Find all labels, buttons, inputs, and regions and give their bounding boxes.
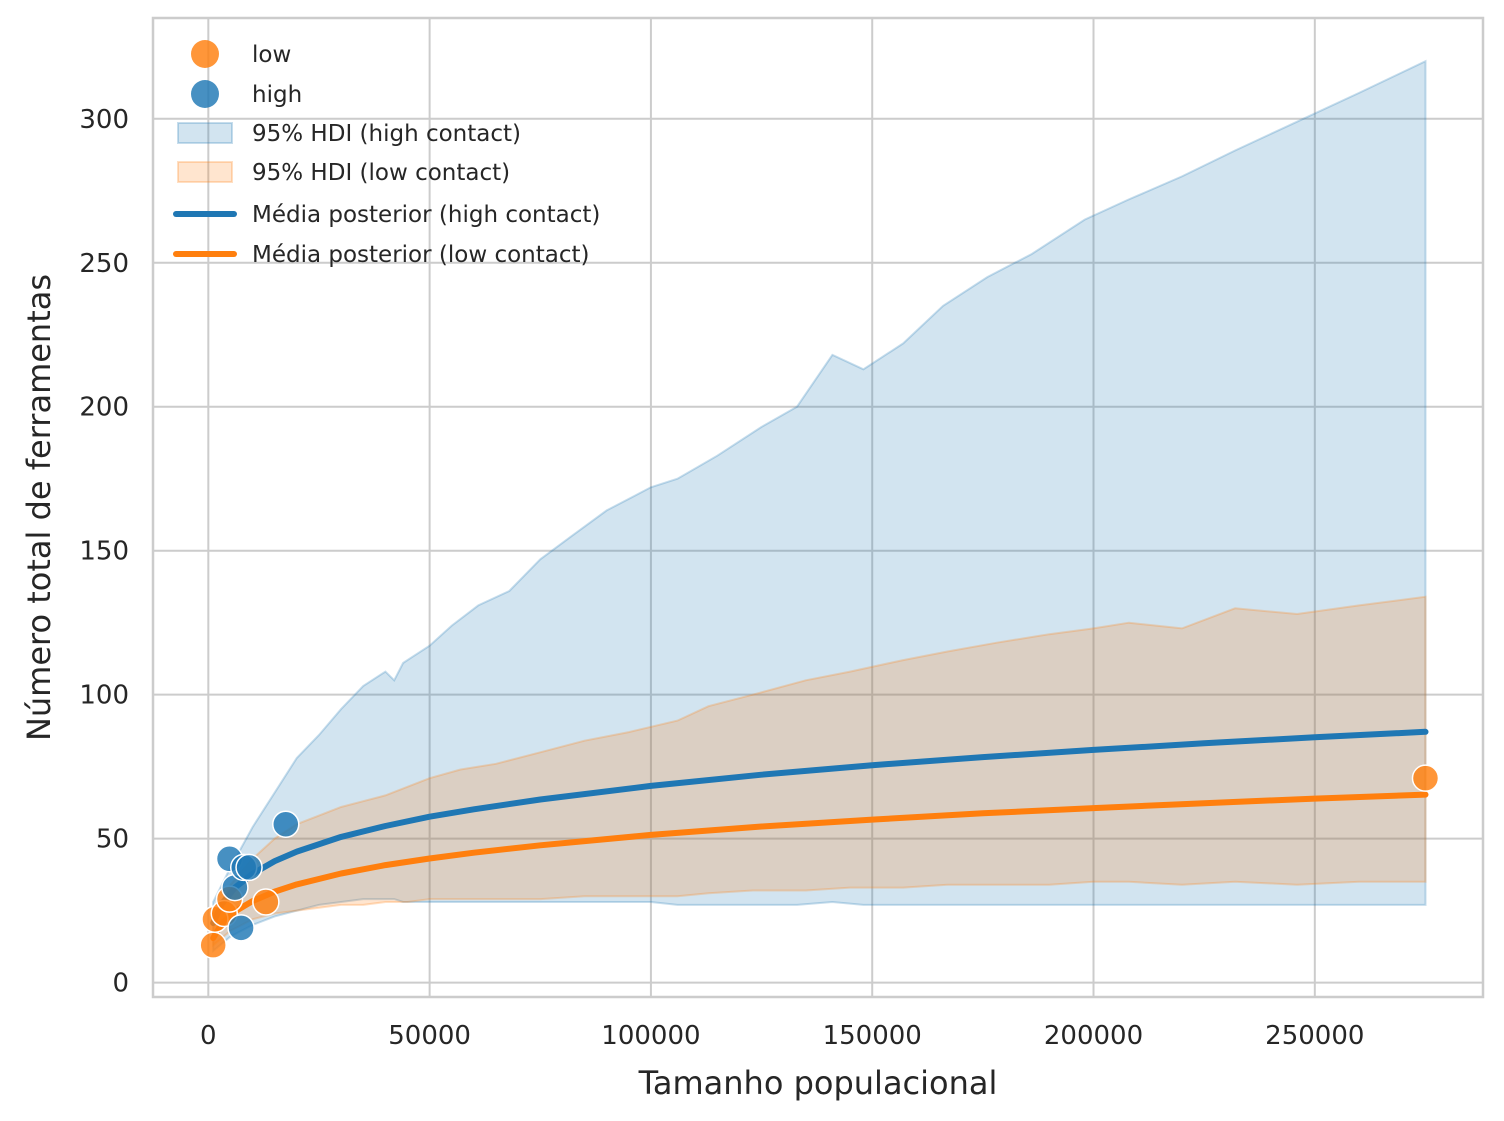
legend-item-low: low <box>191 40 291 68</box>
legend-item-95-hdi-low-contact: 95% HDI (low contact) <box>177 160 510 186</box>
legend-item-m-dia-posterior-high-contact: Média posterior (high contact) <box>173 202 600 228</box>
y-tick-label: 100 <box>79 681 129 711</box>
x-axis-label: Tamanho populacional <box>638 1064 998 1102</box>
legend-marker-band <box>177 161 233 183</box>
legend-label: Média posterior (low contact) <box>252 242 590 268</box>
hdi-band-95-hdi-high-contact <box>212 59 1427 954</box>
y-tick-label: 50 <box>96 825 129 855</box>
legend-label: 95% HDI (high contact) <box>252 121 521 147</box>
x-tick-label: 250000 <box>1265 1021 1364 1051</box>
data-point-high <box>235 853 263 882</box>
legend-marker-point <box>191 40 219 68</box>
data-point-low <box>1411 764 1440 792</box>
legend-label: Média posterior (high contact) <box>252 202 600 228</box>
tick-labels: 0 50000 100000 150000 200000 250000 0 50 100 150 2… <box>79 105 1364 1051</box>
data-point-low <box>199 931 227 959</box>
data-point-high <box>227 914 255 942</box>
plot-frame <box>151 16 1485 999</box>
legend: low high 95% HDI (high contact) 95% HDI (lo… <box>173 40 600 268</box>
x-tick-label: 200000 <box>1044 1021 1143 1051</box>
x-tick-label: 150000 <box>823 1021 922 1051</box>
x-tick-label: 0 <box>200 1021 217 1051</box>
grid <box>153 18 1483 997</box>
legend-label: 95% HDI (low contact) <box>252 160 510 186</box>
y-tick-label: 0 <box>112 969 129 999</box>
y-tick-label: 300 <box>79 105 129 135</box>
y-axis-label: Número total de ferramentas <box>20 274 58 741</box>
data-point-low <box>252 888 280 916</box>
legend-marker-point <box>191 80 219 108</box>
legend-item-95-hdi-high-contact: 95% HDI (high contact) <box>177 121 521 147</box>
legend-item-m-dia-posterior-low-contact: Média posterior (low contact) <box>173 242 590 268</box>
y-tick-label: 150 <box>79 537 129 567</box>
observed-points <box>199 764 1440 959</box>
data-point-high <box>272 810 300 838</box>
x-tick-label: 100000 <box>601 1021 700 1051</box>
legend-item-high: high <box>191 80 302 108</box>
y-tick-label: 250 <box>79 249 129 279</box>
x-tick-label: 50000 <box>388 1021 471 1051</box>
legend-label: low <box>252 42 291 68</box>
legend-marker-band <box>177 122 233 144</box>
y-tick-label: 200 <box>79 393 129 423</box>
legend-label: high <box>252 82 302 108</box>
